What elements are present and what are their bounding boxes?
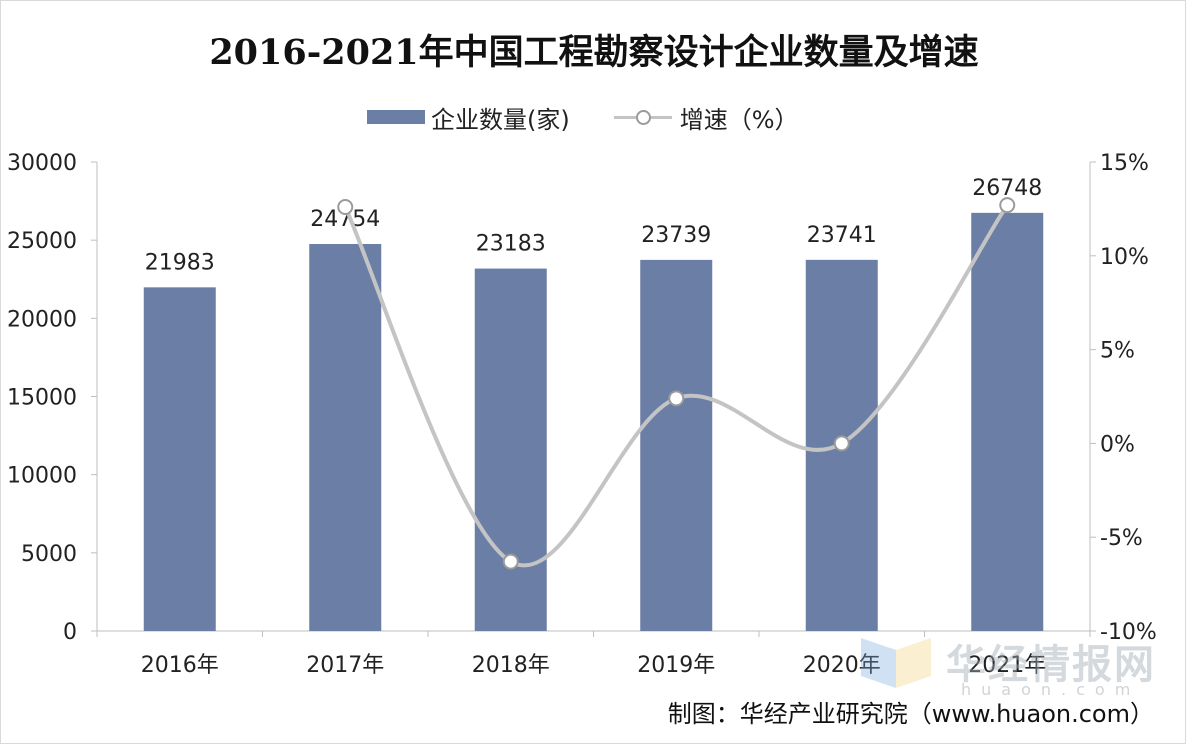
bar — [143, 287, 216, 631]
legend-line-label: 增速（%） — [679, 105, 799, 134]
bar — [474, 268, 547, 631]
growth-rate-point — [999, 197, 1016, 214]
bar-data-label: 23741 — [807, 223, 877, 248]
bar-data-label: 26748 — [972, 176, 1042, 201]
growth-rate-point — [337, 199, 354, 216]
source-note: 制图：华经产业研究院（www.huaon.com） — [667, 700, 1154, 728]
x-tick-label: 2016年 — [141, 653, 219, 678]
x-tick-label: 2021年 — [968, 653, 1046, 678]
legend: 企业数量(家) 增速（%） — [367, 102, 799, 134]
y-left-tick-label: 5000 — [21, 542, 77, 567]
y-right-tick-label: 5% — [1100, 339, 1135, 364]
y-left-tick-label: 15000 — [7, 386, 77, 411]
bar-data-label: 23739 — [641, 223, 711, 248]
y-right-tick-label: -10% — [1100, 620, 1157, 645]
bar — [309, 244, 382, 632]
y-left-tick-label: 25000 — [7, 229, 77, 254]
y-right-tick-label: -5% — [1100, 526, 1143, 551]
y-right-tick-label: 15% — [1100, 151, 1149, 176]
y-left-tick-label: 20000 — [7, 307, 77, 332]
x-tick-label: 2017年 — [306, 653, 384, 678]
growth-rate-line — [343, 204, 1009, 568]
y-left-tick-label: 30000 — [7, 151, 77, 176]
y-left-tick-label: 0 — [63, 620, 77, 645]
bar-data-label: 21983 — [145, 250, 215, 275]
legend-bar-label: 企业数量(家) — [431, 105, 570, 134]
y-right-tick-label: 10% — [1100, 245, 1149, 270]
legend-line-swatch — [613, 107, 672, 127]
bar — [971, 212, 1044, 631]
y-left-tick-label: 10000 — [7, 464, 77, 489]
growth-rate-point — [502, 553, 519, 570]
chart-title: 2016-2021年中国工程勘察设计企业数量及增速 — [209, 32, 979, 73]
x-tick-label: 2019年 — [637, 653, 715, 678]
legend-bar-swatch — [367, 110, 425, 124]
y-right-tick-label: 0% — [1100, 432, 1135, 457]
legend-line-marker — [635, 110, 651, 125]
bar-data-label: 23183 — [476, 232, 546, 257]
bar — [640, 259, 713, 631]
x-tick-label: 2018年 — [472, 653, 550, 678]
x-tick-label: 2020年 — [803, 653, 881, 678]
growth-rate-point — [668, 390, 685, 407]
growth-rate-point — [833, 435, 850, 452]
